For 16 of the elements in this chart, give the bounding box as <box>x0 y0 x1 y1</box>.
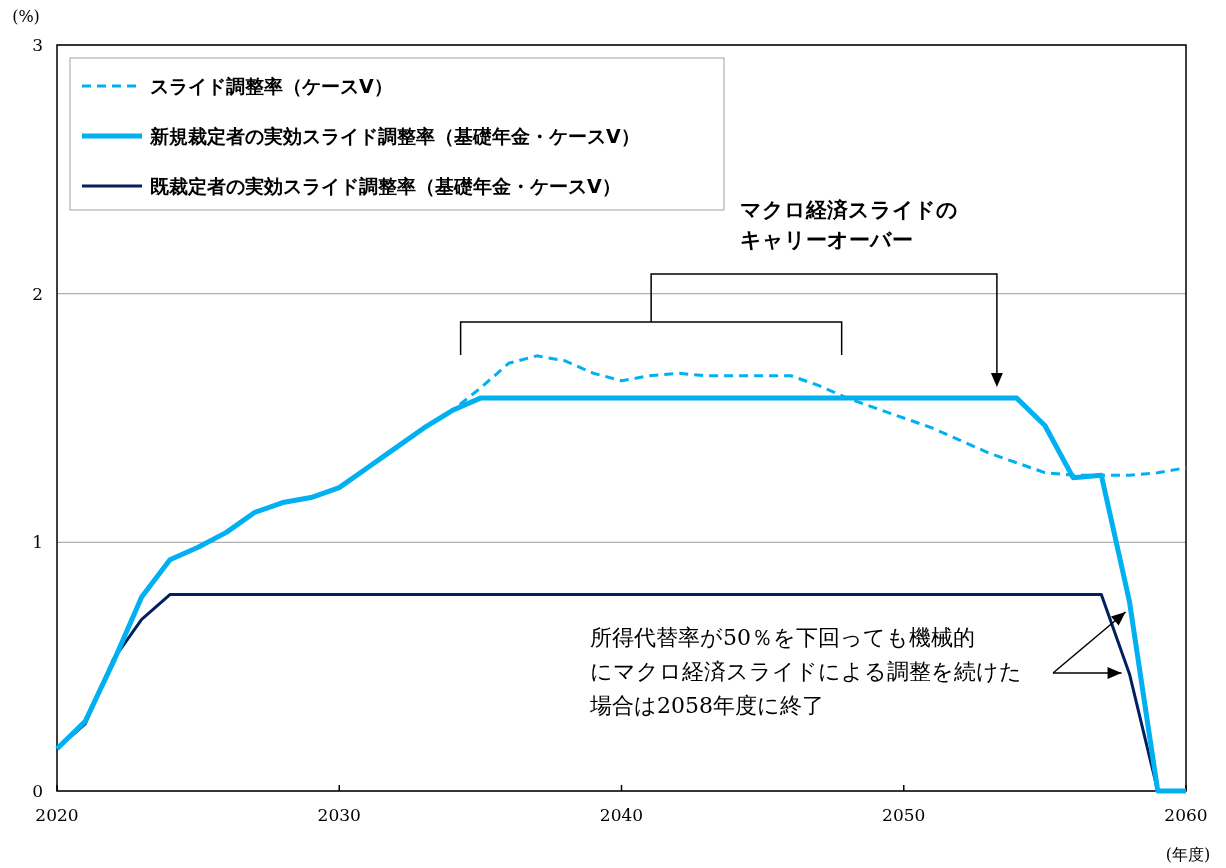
legend-label: 新規裁定者の実効スライド調整率（基礎年金・ケースⅤ） <box>149 125 640 147</box>
x-tick-label: 2060 <box>1164 805 1208 825</box>
x-tick-label: 2040 <box>599 805 644 825</box>
x-axis-title: (年度) <box>1165 845 1211 864</box>
y-tick-label: 1 <box>32 532 43 553</box>
y-tick-label: 3 <box>32 35 43 55</box>
x-tick-label: 2030 <box>317 805 361 825</box>
y-tick-label: 0 <box>32 781 43 801</box>
annotation: 所得代替率が50％を下回っても機械的にマクロ経済スライドによる調整を続けた場合は2058年度に終了 <box>589 625 1022 718</box>
y-axis-title: (%) <box>12 7 40 26</box>
legend-label: 既裁定者の実効スライド調整率（基礎年金・ケースⅤ） <box>150 175 621 197</box>
legend-label: スライド調整率（ケースⅤ） <box>150 75 393 97</box>
x-tick-label: 2020 <box>35 805 79 825</box>
annotation: マクロ経済スライドのキャリーオーバー <box>740 198 958 252</box>
x-tick-label: 2050 <box>882 805 926 825</box>
y-tick-label: 2 <box>32 283 43 304</box>
